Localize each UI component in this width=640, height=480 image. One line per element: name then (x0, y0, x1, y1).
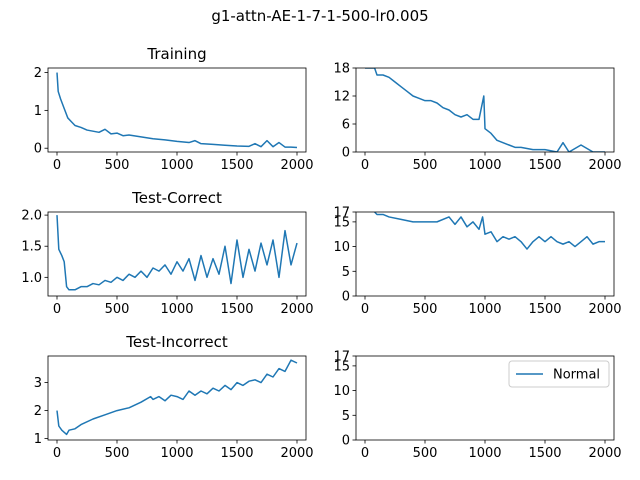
figure-suptitle: g1-attn-AE-1-7-1-500-lr0.005 (211, 7, 428, 25)
y-tick-label: 1.5 (21, 240, 42, 255)
y-tick-label: 0 (342, 146, 350, 161)
x-tick-label: 500 (105, 446, 130, 461)
x-tick-label: 1500 (220, 446, 253, 461)
y-tick-label: 3 (34, 376, 42, 391)
y-tick-label: 2 (34, 66, 42, 81)
subplot-test-correct-loss: Test-Correct 0 500 1000 1500 2000 1.0 1.5 2.0 (21, 189, 313, 317)
axes-frame (356, 212, 614, 296)
x-tick-label: 2000 (588, 446, 621, 461)
x-tick-label: 0 (53, 158, 61, 173)
y-tick-label: 10 (333, 240, 350, 255)
y-tick-label: 17 (333, 206, 350, 221)
x-tick-label: 1000 (468, 158, 501, 173)
subplot-test-incorrect-loss: Test-Incorrect 0 500 1000 1500 2000 1 2 3 (34, 333, 314, 461)
x-tick-label: 2000 (588, 158, 621, 173)
y-tick-label: 2 (34, 404, 42, 419)
x-tick-label: 0 (361, 446, 369, 461)
x-tick-label: 500 (413, 446, 438, 461)
x-tick-label: 500 (413, 302, 438, 317)
axes-frame (48, 68, 306, 152)
y-tick-label: 10 (333, 384, 350, 399)
x-tick-label: 500 (105, 302, 130, 317)
series-line (365, 68, 605, 152)
series-line (57, 73, 297, 148)
subplot-training-loss: Training 0 500 1000 1500 2000 0 1 2 (34, 45, 314, 173)
x-tick-label: 1500 (220, 158, 253, 173)
x-tick-label: 1500 (528, 446, 561, 461)
x-tick-label: 1500 (220, 302, 253, 317)
x-tick-label: 1000 (468, 446, 501, 461)
legend: Normal (509, 361, 609, 387)
y-tick-label: 0 (34, 142, 42, 157)
x-tick-label: 1000 (468, 302, 501, 317)
series-line (57, 215, 297, 290)
x-tick-label: 1000 (160, 158, 193, 173)
subplot-title: Training (146, 45, 206, 63)
y-tick-label: 6 (342, 118, 350, 133)
x-tick-label: 2000 (280, 302, 313, 317)
x-tick-label: 0 (53, 446, 61, 461)
x-tick-label: 1000 (160, 302, 193, 317)
x-tick-label: 1000 (160, 446, 193, 461)
axes-frame (48, 356, 306, 440)
x-tick-label: 500 (105, 158, 130, 173)
y-tick-label: 0 (342, 434, 350, 449)
x-tick-label: 500 (413, 158, 438, 173)
x-tick-label: 2000 (280, 158, 313, 173)
subplot-title: Test-Incorrect (125, 333, 228, 351)
y-tick-label: 2.0 (21, 209, 42, 224)
x-tick-label: 2000 (280, 446, 313, 461)
x-tick-label: 1500 (528, 302, 561, 317)
y-tick-label: 1.0 (21, 271, 42, 286)
series-line (57, 360, 297, 434)
x-tick-label: 1500 (528, 158, 561, 173)
x-tick-label: 0 (361, 302, 369, 317)
x-tick-label: 0 (361, 158, 369, 173)
series-line (375, 212, 605, 249)
y-tick-label: 1 (34, 104, 42, 119)
legend-label: Normal (553, 368, 600, 383)
x-tick-label: 0 (53, 302, 61, 317)
y-tick-label: 0 (342, 290, 350, 305)
y-tick-label: 18 (333, 62, 350, 77)
axes-frame (48, 212, 306, 296)
y-tick-label: 17 (333, 350, 350, 365)
y-tick-label: 12 (333, 90, 350, 105)
subplot-training-aux: 0 500 1000 1500 2000 0 6 12 18 (333, 62, 621, 174)
y-tick-label: 5 (342, 409, 350, 424)
y-tick-label: 1 (34, 432, 42, 447)
y-tick-label: 5 (342, 265, 350, 280)
subplot-title: Test-Correct (131, 189, 222, 207)
x-tick-label: 2000 (588, 302, 621, 317)
